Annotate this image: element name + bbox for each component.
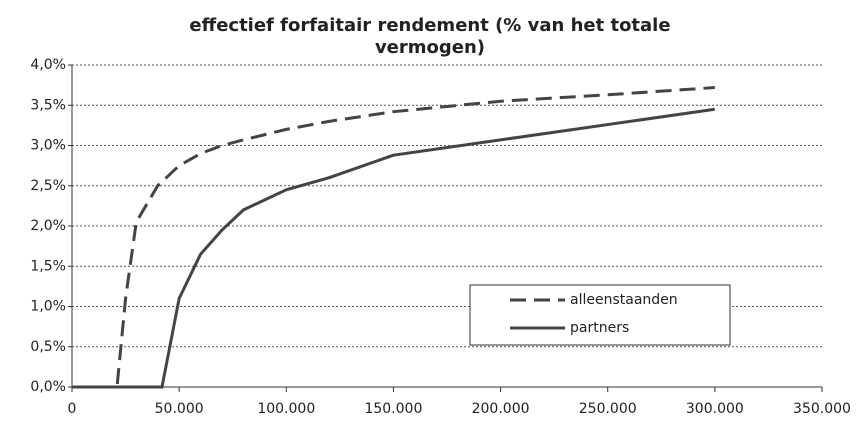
legend-label: alleenstaanden	[570, 292, 678, 308]
x-tick-label: 250.000	[579, 401, 637, 417]
x-tick-label: 200.000	[472, 401, 530, 417]
chart-title: effectief forfaitair rendement (% van he…	[189, 15, 670, 36]
y-tick-label: 2,5%	[30, 178, 66, 194]
x-tick-label: 50.000	[155, 401, 204, 417]
x-tick-label: 300.000	[686, 401, 744, 417]
legend-box	[469, 284, 731, 346]
y-tick-label: 1,0%	[30, 299, 66, 315]
line-series	[72, 107, 716, 389]
y-tick-label: 0,5%	[30, 339, 66, 355]
y-tick-label: 3,0%	[30, 138, 66, 154]
chart-title: vermogen)	[375, 37, 485, 58]
x-tick-label: 100.000	[257, 401, 315, 417]
line-series	[72, 86, 715, 389]
x-tick-label: 0	[68, 401, 77, 417]
y-tick-label: 2,0%	[30, 218, 66, 234]
y-tick-label: 4,0%	[30, 57, 66, 73]
y-tick-label: 0,0%	[30, 379, 66, 395]
y-tick-label: 1,5%	[30, 258, 66, 274]
x-tick-label: 150.000	[364, 401, 422, 417]
legend-label: partners	[570, 320, 629, 336]
y-tick-label: 3,5%	[30, 97, 66, 113]
x-tick-label: 350.000	[793, 401, 851, 417]
